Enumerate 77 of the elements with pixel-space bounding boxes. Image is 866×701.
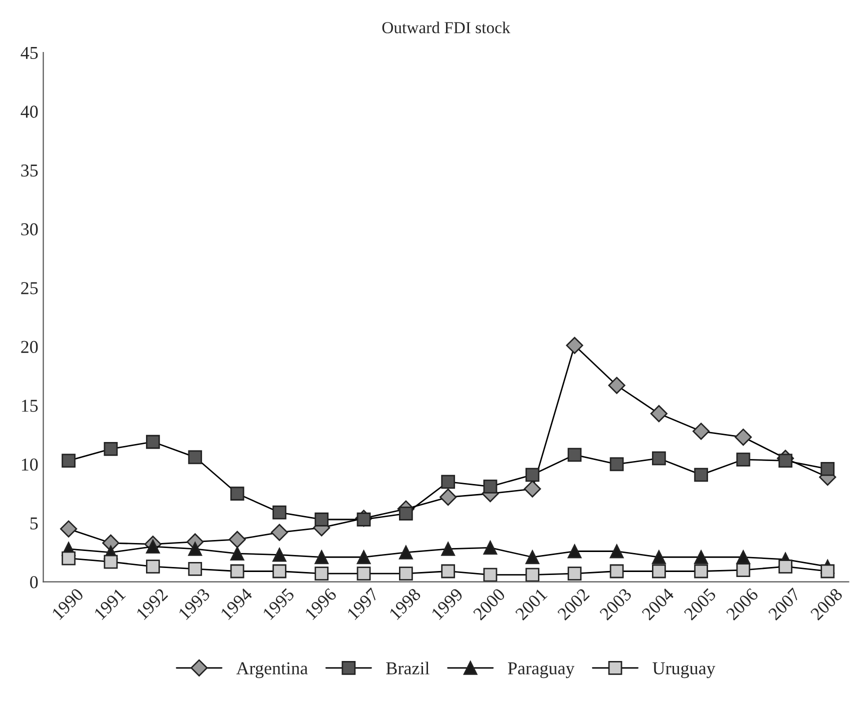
point xyxy=(440,488,457,506)
y-tick-label: 35 xyxy=(21,164,38,177)
point xyxy=(608,376,626,394)
point xyxy=(272,548,286,562)
point xyxy=(146,560,160,574)
point xyxy=(104,554,118,569)
point xyxy=(568,566,582,581)
legend-label: Argentina xyxy=(236,662,308,678)
y-tick-label: 15 xyxy=(22,400,38,412)
point xyxy=(566,336,584,354)
x-tick-label: 1991 xyxy=(94,588,126,620)
point xyxy=(692,422,710,440)
point xyxy=(188,450,202,464)
point xyxy=(441,474,456,489)
point xyxy=(398,566,413,581)
point xyxy=(314,512,329,526)
chart-title: Outward FDI stock xyxy=(382,22,510,34)
point xyxy=(610,457,624,472)
point xyxy=(525,550,540,564)
point xyxy=(314,566,329,581)
point xyxy=(820,462,835,476)
point xyxy=(60,520,78,538)
point xyxy=(568,448,582,462)
point xyxy=(734,428,752,446)
point xyxy=(398,545,413,560)
point xyxy=(146,540,160,554)
y-tick-label: 5 xyxy=(30,517,38,530)
point xyxy=(820,564,835,578)
point xyxy=(230,564,244,578)
point xyxy=(525,468,540,482)
y-tick-label: 40 xyxy=(20,106,38,118)
point xyxy=(62,454,76,468)
point xyxy=(356,566,371,581)
point xyxy=(694,564,708,578)
point xyxy=(188,562,202,576)
point xyxy=(230,546,244,561)
point xyxy=(228,530,246,548)
y-tick-label: 0 xyxy=(30,576,38,588)
legend-label: Uruguay xyxy=(652,662,716,678)
point xyxy=(778,560,792,574)
point xyxy=(610,564,624,578)
y-tick-label: 30 xyxy=(21,223,38,236)
point xyxy=(356,550,371,564)
point xyxy=(652,564,666,578)
point xyxy=(736,563,750,578)
point xyxy=(398,506,413,521)
point xyxy=(483,568,498,582)
point xyxy=(483,480,498,494)
point xyxy=(610,544,624,558)
point xyxy=(778,454,792,468)
point xyxy=(62,551,76,566)
point xyxy=(230,486,244,501)
point xyxy=(441,564,456,578)
point xyxy=(568,544,582,558)
point xyxy=(650,405,668,422)
point xyxy=(146,434,160,449)
point xyxy=(694,468,708,482)
point xyxy=(441,542,456,556)
point xyxy=(736,452,750,466)
legend-label: Brazil xyxy=(386,662,430,674)
point xyxy=(314,550,329,564)
point xyxy=(524,480,541,498)
point xyxy=(272,564,286,578)
y-tick-label: 45 xyxy=(20,46,38,60)
point xyxy=(652,550,666,564)
legend-label: Paraguay xyxy=(508,662,575,678)
point xyxy=(188,542,202,556)
point xyxy=(694,550,708,564)
point xyxy=(272,505,286,520)
y-tick-label: 10 xyxy=(22,458,38,471)
point xyxy=(270,524,288,541)
y-tick-label: 20 xyxy=(21,340,38,354)
point xyxy=(483,540,498,555)
point xyxy=(652,451,666,466)
point xyxy=(525,568,540,582)
y-tick-label: 25 xyxy=(21,282,38,294)
point xyxy=(104,442,118,456)
